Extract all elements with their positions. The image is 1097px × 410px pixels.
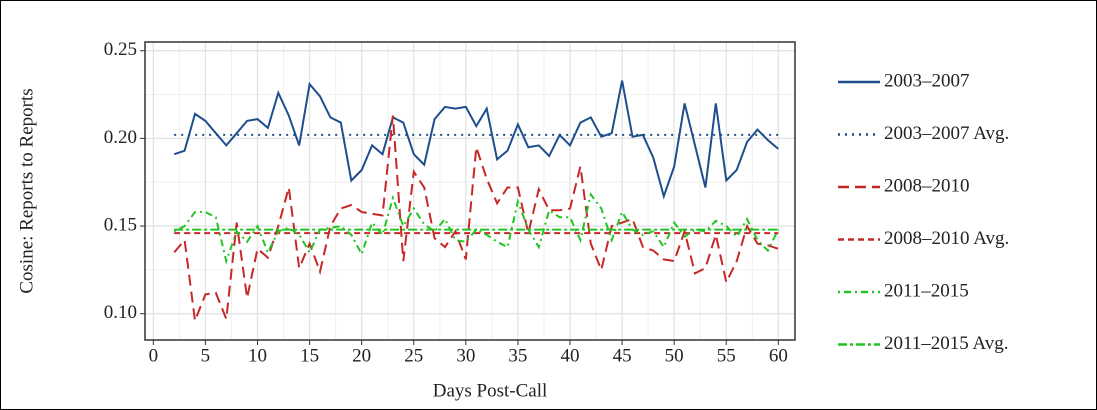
y-tick-label: 0.15 — [104, 214, 137, 235]
x-tick-label: 30 — [456, 345, 475, 366]
x-tick-label: 60 — [769, 345, 788, 366]
x-tick-label: 45 — [613, 345, 632, 366]
plot-border — [144, 41, 796, 341]
y-tick-label: 0.10 — [104, 302, 137, 323]
x-tick-label: 25 — [404, 345, 423, 366]
legend-label: 2003–2007 Avg. — [884, 123, 1009, 144]
x-axis-label: Days Post-Call — [433, 380, 548, 401]
legend-label: 2008–2010 — [884, 175, 970, 196]
x-tick-label: 50 — [665, 345, 684, 366]
legend-label: 2011–2015 — [884, 280, 969, 301]
x-tick-label: 20 — [352, 345, 371, 366]
series-line — [173, 192, 780, 265]
x-tick-label: 5 — [201, 345, 211, 366]
x-tick-label: 10 — [248, 345, 267, 366]
x-tick-label: 55 — [717, 345, 736, 366]
legend-label: 2003–2007 — [884, 70, 970, 91]
y-tick-label: 0.20 — [104, 127, 137, 148]
x-tick-label: 0 — [149, 345, 159, 366]
legend-label: 2011–2015 Avg. — [884, 333, 1009, 354]
series-line — [173, 80, 779, 200]
x-tick-label: 15 — [300, 345, 319, 366]
legend-label: 2008–2010 Avg. — [884, 228, 1009, 249]
x-tick-label: 40 — [561, 345, 580, 366]
x-tick-label: 35 — [508, 345, 527, 366]
y-axis-label: Cosine: Reports to Reports — [16, 88, 37, 293]
series-line — [173, 115, 779, 322]
y-tick-label: 0.25 — [104, 39, 137, 60]
plot-background — [145, 42, 795, 340]
